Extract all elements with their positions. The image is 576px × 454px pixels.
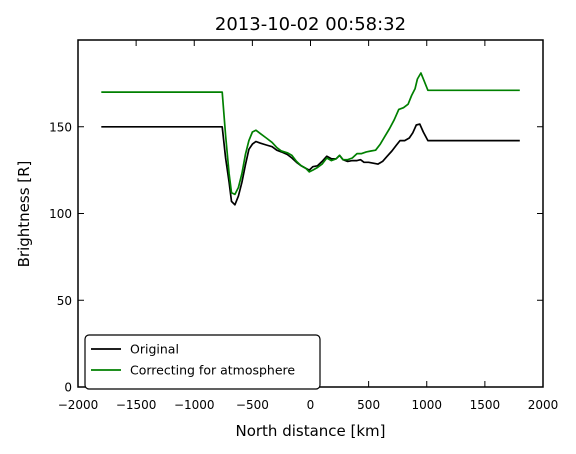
x-tick-label-0: −2000 xyxy=(58,398,99,412)
x-tick-label-3: −500 xyxy=(236,398,269,412)
chart-title: 2013-10-02 00:58:32 xyxy=(215,14,406,35)
x-tick-label-4: 0 xyxy=(307,398,315,412)
legend-label-1: Correcting for atmosphere xyxy=(130,363,295,378)
plot-lines xyxy=(101,72,520,206)
x-tick-label-2: −1000 xyxy=(174,398,215,412)
y-tick-label-1: 50 xyxy=(57,294,72,308)
x-tick-label-6: 1000 xyxy=(411,398,442,412)
legend: Original Correcting for atmosphere xyxy=(84,334,321,390)
series-line-1 xyxy=(101,72,520,196)
x-tick-label-7: 1500 xyxy=(470,398,501,412)
series-line-0 xyxy=(101,123,520,206)
legend-label-0: Original xyxy=(130,342,179,357)
y-tick-label-3: 150 xyxy=(49,120,72,134)
legend-box xyxy=(84,334,321,390)
axis-ticks: −2000 −1500 −1000 −500 0 500 1000 1500 2000 0 50 10… xyxy=(49,40,558,412)
x-axis-label: North distance [km] xyxy=(235,422,385,440)
y-tick-label-0: 0 xyxy=(64,381,72,395)
x-tick-label-1: −1500 xyxy=(116,398,157,412)
y-axis-label: Brightness [R] xyxy=(15,161,33,268)
y-tick-label-2: 100 xyxy=(49,207,72,221)
x-tick-label-5: 500 xyxy=(357,398,380,412)
x-tick-label-8: 2000 xyxy=(528,398,559,412)
